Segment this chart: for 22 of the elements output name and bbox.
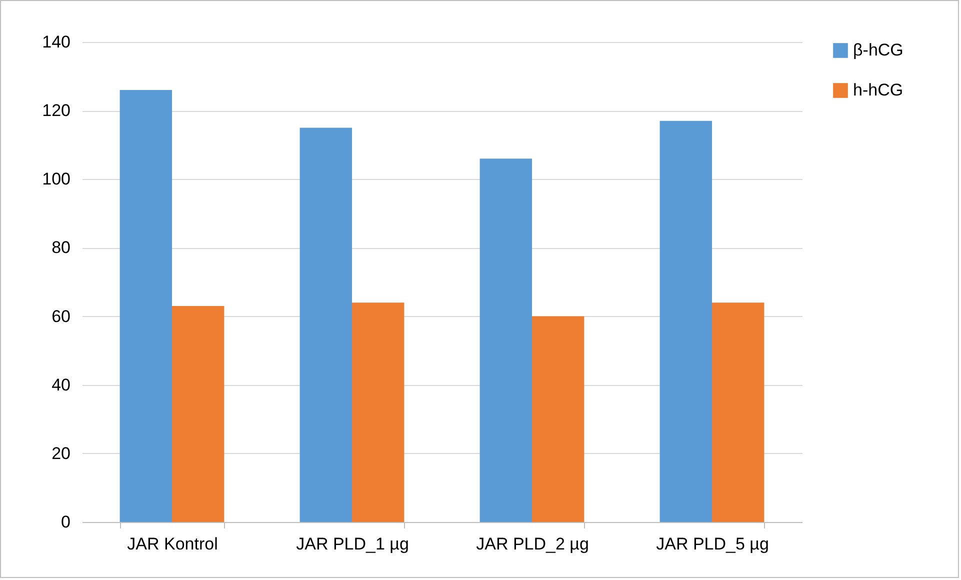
x-tick-label: JAR Kontrol — [127, 534, 218, 554]
y-tick-label: 60 — [52, 306, 70, 326]
legend-label: β-hCG — [853, 40, 904, 60]
bar — [172, 306, 224, 522]
bar — [712, 302, 764, 522]
y-tick-label: 40 — [52, 375, 70, 394]
y-tick-label: 120 — [42, 101, 70, 120]
bar — [660, 120, 712, 522]
bar — [120, 90, 172, 522]
y-tick-label: 140 — [42, 32, 70, 52]
x-tick-label: JAR PLD_5 µg — [656, 534, 769, 554]
bar — [352, 302, 404, 522]
bar — [532, 316, 584, 522]
y-tick-label: 100 — [42, 170, 70, 189]
y-tick-label: 20 — [52, 444, 70, 463]
y-tick-label: 0 — [61, 512, 70, 532]
bar — [480, 158, 532, 522]
y-tick-label: 80 — [52, 238, 70, 258]
bar — [300, 128, 352, 522]
x-tick-label: JAR PLD_2 µg — [476, 534, 589, 554]
x-tick-label: JAR PLD_1 µg — [296, 534, 409, 554]
legend-label: h-hCG — [853, 80, 904, 100]
